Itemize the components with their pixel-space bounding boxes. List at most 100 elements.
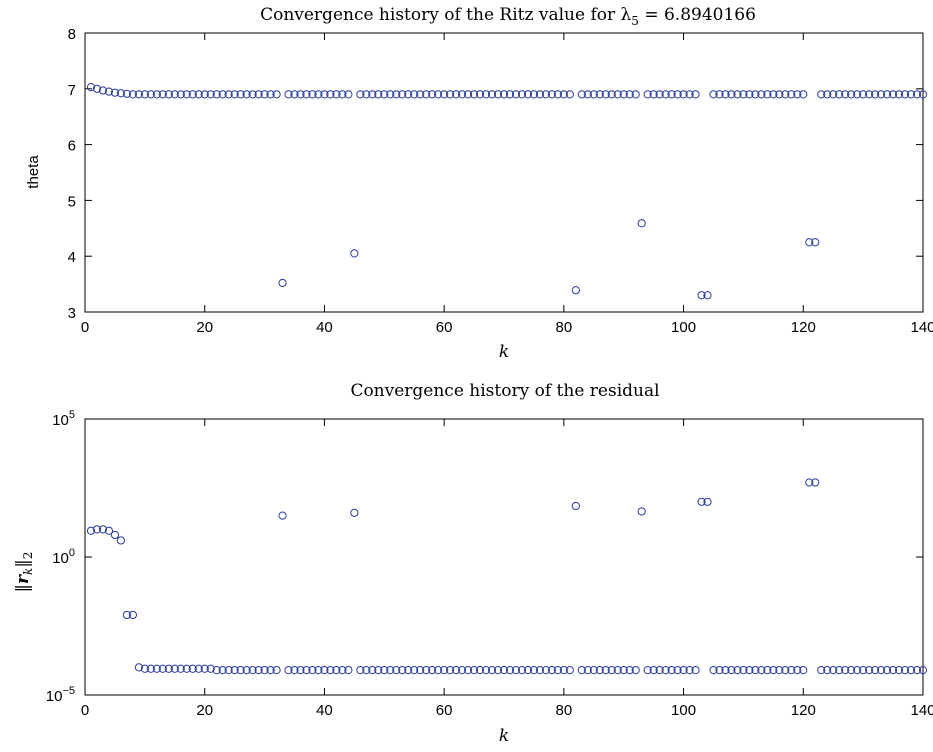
data-point bbox=[685, 666, 694, 675]
data-point bbox=[422, 666, 431, 675]
data-point bbox=[553, 666, 562, 675]
data-point bbox=[170, 664, 179, 673]
data-point bbox=[475, 90, 485, 99]
data-point bbox=[188, 90, 197, 99]
data-point bbox=[661, 90, 670, 99]
y-tick-label: 5 bbox=[68, 193, 76, 210]
data-point bbox=[344, 666, 353, 675]
data-point bbox=[865, 666, 874, 675]
title-subscript: 5 bbox=[631, 14, 639, 28]
x-tick-label: 40 bbox=[316, 319, 333, 336]
data-point bbox=[499, 666, 509, 675]
data-point bbox=[386, 666, 395, 675]
data-point bbox=[344, 90, 353, 99]
data-point bbox=[715, 666, 724, 675]
data-point bbox=[104, 87, 114, 96]
data-point bbox=[505, 90, 515, 99]
data-point bbox=[793, 90, 802, 99]
data-point bbox=[248, 666, 257, 675]
data-point bbox=[541, 666, 551, 675]
data-point bbox=[691, 90, 700, 99]
data-point bbox=[517, 90, 527, 99]
data-point bbox=[691, 666, 700, 675]
x-tick-label: 120 bbox=[791, 702, 816, 719]
y-tick-label: 10−5 bbox=[46, 685, 75, 705]
data-point bbox=[906, 666, 916, 675]
data-point bbox=[128, 610, 137, 620]
data-point bbox=[440, 90, 449, 99]
x-tick-label: 140 bbox=[910, 702, 933, 719]
data-point bbox=[428, 666, 437, 675]
data-point bbox=[757, 666, 766, 675]
data-point bbox=[463, 666, 473, 675]
data-point bbox=[242, 90, 251, 99]
data-point bbox=[912, 666, 922, 675]
data-point bbox=[152, 90, 161, 99]
data-point bbox=[906, 90, 916, 99]
data-point bbox=[224, 666, 233, 675]
data-point bbox=[98, 86, 108, 95]
data-point bbox=[140, 664, 149, 673]
data-point bbox=[116, 536, 126, 545]
data-point bbox=[918, 666, 928, 675]
data-point bbox=[422, 90, 431, 99]
data-point bbox=[745, 666, 754, 675]
y-tick-label: 4 bbox=[68, 249, 76, 266]
data-point bbox=[236, 90, 245, 99]
data-point bbox=[230, 666, 239, 675]
data-point bbox=[709, 90, 718, 99]
data-point bbox=[763, 666, 772, 675]
x-tick-label: 60 bbox=[436, 702, 453, 719]
data-point bbox=[170, 90, 179, 99]
data-point bbox=[110, 530, 120, 540]
data-points bbox=[86, 83, 928, 300]
data-point bbox=[799, 90, 808, 99]
data-point bbox=[559, 666, 568, 675]
data-point bbox=[493, 666, 503, 675]
data-point bbox=[511, 666, 521, 675]
data-point bbox=[266, 666, 275, 675]
data-point bbox=[769, 90, 778, 99]
data-point bbox=[523, 90, 533, 99]
data-point bbox=[152, 664, 161, 673]
data-point bbox=[871, 666, 880, 675]
x-tick-label: 20 bbox=[196, 702, 213, 719]
chart-theta: Convergence history of the Ritz value fo… bbox=[25, 5, 933, 362]
data-point bbox=[434, 666, 443, 675]
data-point bbox=[320, 90, 329, 99]
data-point bbox=[547, 666, 556, 675]
data-point bbox=[104, 526, 114, 535]
x-tick-label: 140 bbox=[910, 319, 933, 336]
data-point bbox=[122, 610, 132, 620]
data-point bbox=[434, 90, 443, 99]
data-point bbox=[164, 664, 173, 673]
x-tick-label: 100 bbox=[671, 319, 696, 336]
x-tick-label: 0 bbox=[81, 702, 89, 719]
data-point bbox=[493, 90, 503, 99]
data-point bbox=[368, 90, 377, 99]
data-point bbox=[326, 666, 335, 675]
data-point bbox=[350, 249, 359, 258]
data-point bbox=[463, 90, 473, 99]
data-point bbox=[272, 90, 281, 99]
data-point bbox=[212, 666, 221, 675]
data-point bbox=[715, 90, 724, 99]
x-tick-label: 60 bbox=[436, 319, 453, 336]
axis-ticks: 0 20 40 60 80 100 120 140 10−5 100 105 bbox=[46, 409, 933, 719]
data-point bbox=[781, 666, 790, 675]
data-point bbox=[398, 90, 407, 99]
data-point bbox=[308, 666, 317, 675]
data-point bbox=[266, 90, 275, 99]
data-point bbox=[356, 90, 365, 99]
data-point bbox=[134, 90, 143, 99]
plot-frame bbox=[84, 418, 924, 696]
data-point bbox=[787, 666, 796, 675]
data-point bbox=[541, 90, 551, 99]
data-point bbox=[446, 666, 455, 675]
data-point bbox=[386, 90, 395, 99]
data-point bbox=[697, 497, 706, 506]
data-point bbox=[308, 90, 317, 99]
chart-title: Convergence history of the residual bbox=[350, 381, 659, 401]
data-point bbox=[847, 666, 856, 675]
data-point bbox=[739, 90, 748, 99]
